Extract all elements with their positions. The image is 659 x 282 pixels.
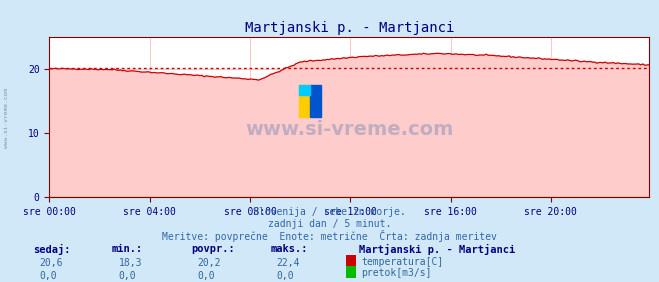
Text: 0,0: 0,0 — [198, 271, 215, 281]
FancyBboxPatch shape — [310, 85, 321, 117]
Text: sedaj:: sedaj: — [33, 244, 71, 255]
Text: Meritve: povprečne  Enote: metrične  Črta: zadnja meritev: Meritve: povprečne Enote: metrične Črta:… — [162, 230, 497, 242]
Text: 20,6: 20,6 — [40, 258, 63, 268]
Text: 0,0: 0,0 — [277, 271, 295, 281]
Text: pretok[m3/s]: pretok[m3/s] — [361, 268, 432, 278]
FancyBboxPatch shape — [299, 85, 310, 94]
Text: 20,2: 20,2 — [198, 258, 221, 268]
Text: www.si-vreme.com: www.si-vreme.com — [4, 89, 9, 148]
Text: Slovenija / reke in morje.: Slovenija / reke in morje. — [253, 207, 406, 217]
Text: 22,4: 22,4 — [277, 258, 301, 268]
Title: Martjanski p. - Martjanci: Martjanski p. - Martjanci — [244, 21, 454, 36]
Text: maks.:: maks.: — [270, 244, 308, 254]
Text: 0,0: 0,0 — [119, 271, 136, 281]
Text: www.si-vreme.com: www.si-vreme.com — [245, 120, 453, 139]
Text: temperatura[C]: temperatura[C] — [361, 257, 444, 266]
FancyBboxPatch shape — [299, 85, 310, 117]
Text: zadnji dan / 5 minut.: zadnji dan / 5 minut. — [268, 219, 391, 228]
Text: Martjanski p. - Martjanci: Martjanski p. - Martjanci — [359, 244, 515, 255]
Text: povpr.:: povpr.: — [191, 244, 235, 254]
Text: 0,0: 0,0 — [40, 271, 57, 281]
Text: 18,3: 18,3 — [119, 258, 142, 268]
Text: min.:: min.: — [112, 244, 143, 254]
